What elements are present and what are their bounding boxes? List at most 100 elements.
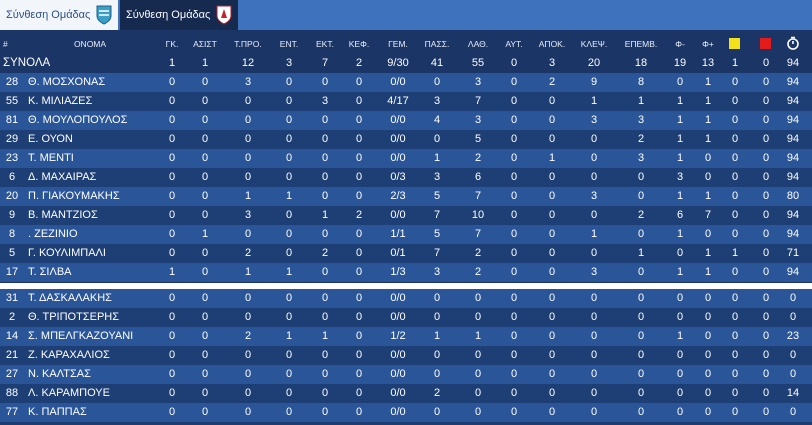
- stat-cell: 2: [637, 209, 645, 221]
- stat-cell: 0: [637, 368, 645, 380]
- stat-cell: 2: [355, 209, 363, 221]
- totals-cell: 19: [673, 57, 687, 69]
- player-row: 88 Λ. ΚΑΡΑΜΠΟΥΕ 0 0 0 0 0 0 0/0 2 0 0 0 0 0 0 0 0 0 14: [0, 384, 812, 403]
- stat-cell: 0: [637, 190, 645, 202]
- stat-cell: 4: [433, 114, 441, 126]
- tab-label[interactable]: Σύνθεση Ομάδας: [126, 9, 211, 21]
- stat-cell: 7: [433, 209, 441, 221]
- stat-cell: 3: [433, 171, 441, 183]
- stat-cell: 0/3: [390, 171, 406, 183]
- player-row: 5 Γ. ΚΟΥΛΙΜΠΑΛΙ 0 0 2 0 2 0 0/1 7 2 0 0 0 1 0 1 1 0 71: [0, 244, 812, 263]
- totals-cell: 0: [762, 57, 770, 69]
- stat-cell: 0: [762, 292, 770, 304]
- stat-cell: 0: [244, 368, 252, 380]
- shirt-number: 2: [8, 311, 16, 323]
- stat-cell: 1: [244, 266, 252, 278]
- stat-cell: 0: [168, 368, 176, 380]
- stat-cell: 0: [676, 406, 684, 418]
- stat-cell: 9: [590, 76, 598, 88]
- stat-cell: 0: [590, 330, 598, 342]
- tab-active[interactable]: Σύνθεση Ομάδας: [120, 0, 238, 30]
- stat-cell: 0: [676, 349, 684, 361]
- stat-cell: 0: [731, 190, 739, 202]
- stat-cell: 1: [676, 330, 684, 342]
- stat-cell: 0: [285, 368, 293, 380]
- stat-cell: 0/0: [390, 114, 406, 126]
- stat-cell: 0: [355, 95, 363, 107]
- stat-cell: 1: [676, 114, 684, 126]
- stat-cell: 0: [201, 247, 209, 259]
- stat-cell: 0: [321, 368, 329, 380]
- tab-label[interactable]: Σύνθεση Ομάδας: [6, 9, 91, 21]
- stat-cell: 1: [704, 266, 712, 278]
- totals-label: ΣΥΝΟΛΑ: [3, 57, 51, 69]
- stat-cell: 3: [474, 114, 482, 126]
- stat-cell: 0/0: [390, 349, 406, 361]
- stat-cell: 0: [168, 95, 176, 107]
- player-row: 8 . ΖΕΖΙΝΙΟ 0 1 0 0 0 0 1/1 5 7 0 0 1 0 1 0 0 0 94: [0, 225, 812, 244]
- stat-cell: 0: [321, 387, 329, 399]
- stat-cell: 0: [704, 171, 712, 183]
- stat-cell: 0: [762, 266, 770, 278]
- totals-cell: 55: [471, 57, 485, 69]
- stat-cell: 0: [510, 190, 518, 202]
- stat-cell: 0: [168, 76, 176, 88]
- stat-cell: 0: [201, 266, 209, 278]
- stat-cell: 0: [731, 406, 739, 418]
- stat-cell: 0: [731, 349, 739, 361]
- stat-cell: 0: [548, 266, 556, 278]
- stat-cell: 0: [285, 406, 293, 418]
- stat-cell: 0: [676, 311, 684, 323]
- stat-cell: 8: [637, 76, 645, 88]
- stat-cell: 0: [474, 406, 482, 418]
- totals-cell: 3: [285, 57, 293, 69]
- totals-cell: 1: [731, 57, 739, 69]
- stat-cell: 2: [244, 247, 252, 259]
- stat-cell: 7: [474, 95, 482, 107]
- stat-cell: 0: [704, 387, 712, 399]
- shirt-number: 5: [8, 247, 16, 259]
- separator: [0, 283, 812, 289]
- totals-cell: 2: [355, 57, 363, 69]
- shirt-number: 27: [5, 368, 19, 380]
- stat-cell: 0: [168, 228, 176, 240]
- stat-cell: 0: [731, 95, 739, 107]
- stat-cell: 0: [321, 292, 329, 304]
- player-name: Τ. ΔΑΣΚΑΛΑΚΗΣ: [28, 292, 112, 304]
- stat-cell: 0: [201, 387, 209, 399]
- stat-cell: 3: [590, 114, 598, 126]
- player-name: Γ. ΚΟΥΛΙΜΠΑΛΙ: [28, 247, 106, 259]
- stat-cell: 0: [762, 228, 770, 240]
- player-name: Δ. ΜΑΧΑΙΡΑΣ: [28, 171, 97, 183]
- stat-cell: 0: [168, 190, 176, 202]
- stat-cell: 0: [433, 368, 441, 380]
- stat-cell: 0: [704, 152, 712, 164]
- stat-cell: 0: [168, 114, 176, 126]
- stat-cell: 94: [786, 266, 800, 278]
- stat-cell: 0: [168, 330, 176, 342]
- stat-cell: 0: [548, 368, 556, 380]
- stat-cell: 0: [285, 114, 293, 126]
- stat-cell: 71: [786, 247, 800, 259]
- player-name: Ν. ΚΑΛΤΣΑΣ: [28, 368, 91, 380]
- stat-cell: 0: [355, 406, 363, 418]
- stat-cell: 0: [762, 114, 770, 126]
- stat-cell: 3: [433, 266, 441, 278]
- player-name: Κ. ΜΙΛΙΑΖΕΣ: [28, 95, 93, 107]
- shirt-number: 77: [5, 406, 19, 418]
- stat-cell: 0/0: [390, 133, 406, 145]
- stat-cell: 0: [510, 387, 518, 399]
- tab[interactable]: Σύνθεση Ομάδας: [0, 0, 118, 30]
- team-badge: [96, 5, 112, 25]
- team-badge: [216, 5, 232, 25]
- stat-cell: 1/3: [390, 266, 406, 278]
- player-row: 17 Τ. ΣΙΛΒΑ 1 0 1 1 0 0 1/3 3 2 0 0 3 0 1 1 0 0 94: [0, 263, 812, 282]
- stat-cell: 0: [762, 311, 770, 323]
- stat-cell: 0: [762, 406, 770, 418]
- stat-cell: 0: [676, 76, 684, 88]
- stat-cell: 0: [590, 292, 598, 304]
- stat-cell: 0: [285, 76, 293, 88]
- stat-cell: 1: [676, 228, 684, 240]
- stat-cell: 0: [731, 387, 739, 399]
